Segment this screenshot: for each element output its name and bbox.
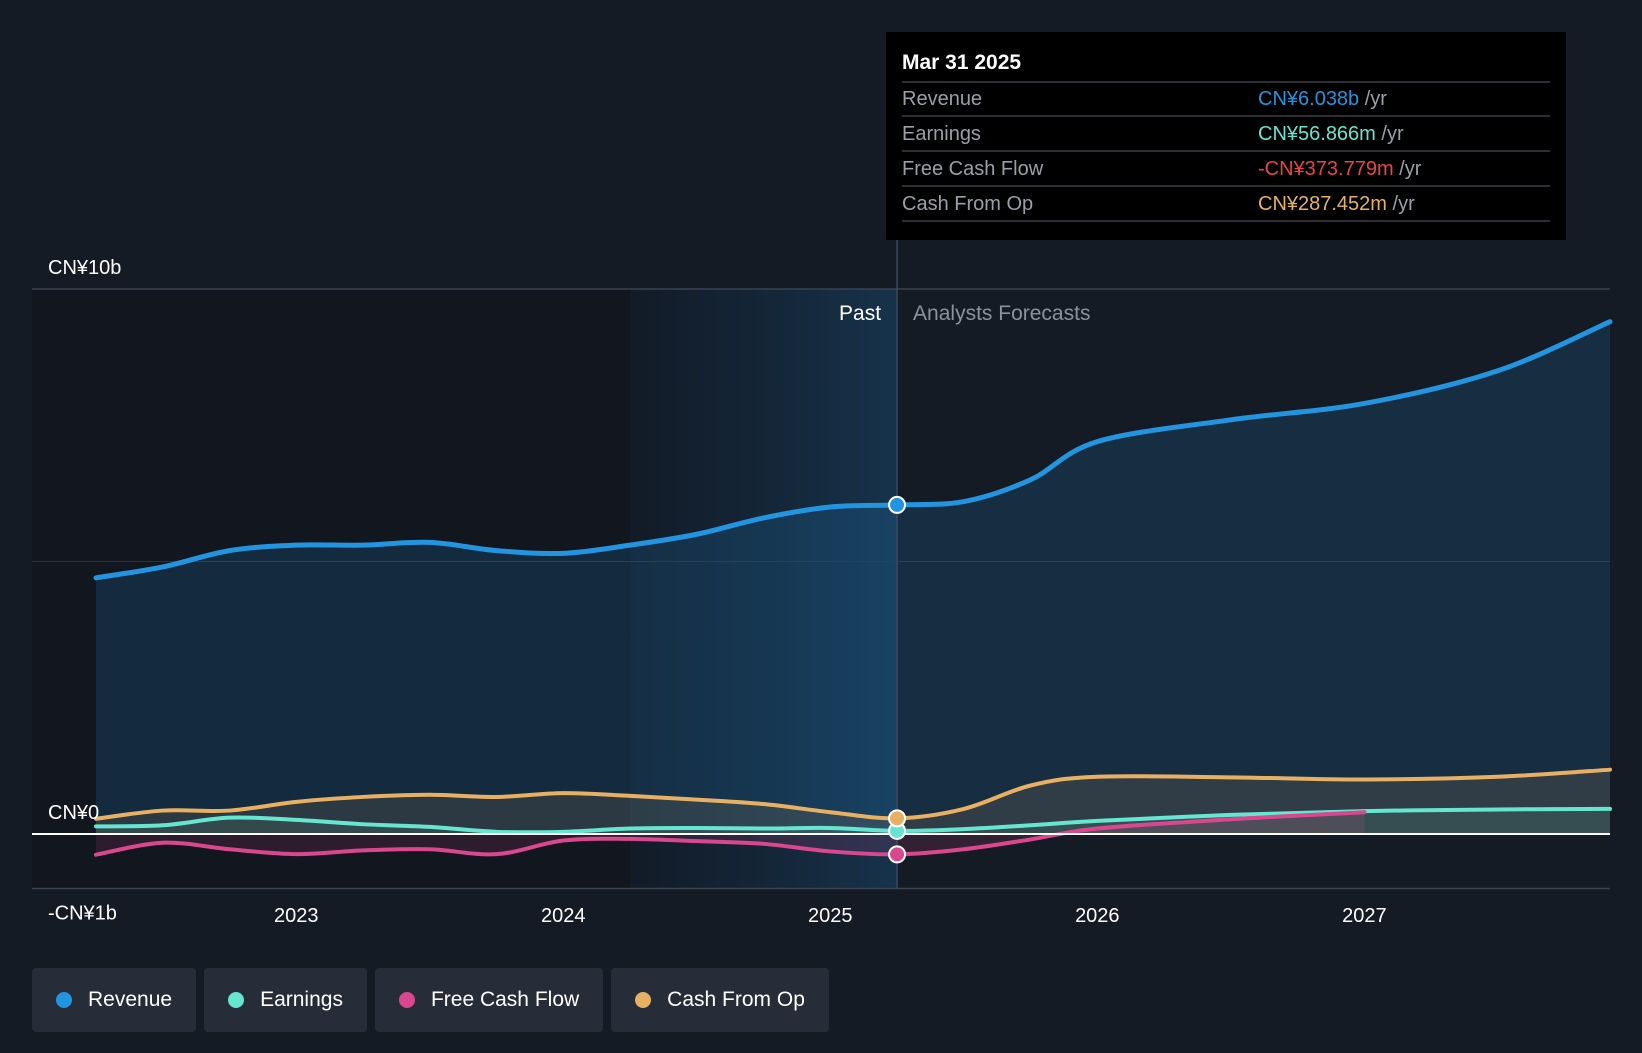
fcf-line: [94, 810, 1367, 857]
past-label: Past: [839, 302, 881, 325]
tooltip-value-unit: /yr: [1394, 158, 1422, 180]
legend-item-cash-from-op[interactable]: Cash From Op: [611, 968, 829, 1032]
fcf-area: [96, 812, 1365, 855]
earnings-dot-icon: [228, 992, 245, 1008]
tooltip-value-amount: CN¥6.038b: [1258, 88, 1359, 110]
legend-label: Earnings: [260, 988, 343, 1011]
earnings-line: [94, 806, 1612, 835]
tooltip-row-label: Free Cash Flow: [902, 158, 1044, 180]
tooltip-value-unit: /yr: [1359, 88, 1387, 110]
legend-label: Cash From Op: [667, 988, 805, 1011]
free-cash-flow-dot-icon: [398, 992, 415, 1008]
tooltip-row-value: CN¥287.452m /yr: [1258, 193, 1415, 215]
past-highlight-band: [630, 289, 898, 889]
tooltip-row-label: Revenue: [902, 88, 982, 110]
tooltip-date: Mar 31 2025: [902, 51, 1021, 74]
revenue-area: [96, 321, 1610, 834]
x-tick-label: 2027: [1342, 905, 1387, 927]
y-tick-label: CN¥0: [48, 802, 99, 824]
analysts-forecasts-label: Analysts Forecasts: [913, 302, 1090, 325]
tooltip-value-amount: -CN¥373.779m: [1258, 158, 1394, 180]
tooltip-value-unit: /yr: [1387, 193, 1415, 215]
tooltip-value-amount: CN¥287.452m: [1258, 193, 1387, 215]
y-axis-tick-labels: CN¥10b CN¥0 -CN¥1b: [48, 257, 121, 925]
x-tick-label: 2023: [274, 905, 319, 927]
revenue-line: [93, 319, 1613, 581]
hover-markers: [888, 495, 907, 864]
tooltip-row-value: -CN¥373.779m /yr: [1258, 158, 1422, 180]
tooltip-row-label: Cash From Op: [902, 193, 1033, 215]
fcf-marker: [888, 845, 907, 864]
cfo-line: [94, 767, 1612, 821]
tooltip-value-unit: /yr: [1376, 123, 1404, 145]
tooltip-value-amount: CN¥56.866m: [1258, 123, 1376, 145]
legend-label: Free Cash Flow: [430, 988, 580, 1011]
tooltip: Mar 31 2025 Revenue CN¥6.038b /yr Earnings…: [886, 32, 1566, 240]
x-tick-label: 2026: [1075, 905, 1120, 927]
legend-item-free-cash-flow[interactable]: Free Cash Flow: [374, 968, 604, 1032]
tooltip-row-label: Earnings: [902, 123, 981, 145]
cfo-marker: [888, 809, 907, 828]
series-lines: [32, 319, 1613, 857]
y-tick-label: -CN¥1b: [48, 903, 117, 925]
legend-item-earnings[interactable]: Earnings: [204, 968, 367, 1032]
tooltip-rows: Revenue CN¥6.038b /yr Earnings CN¥56.866m /…: [902, 81, 1550, 222]
y-tick-label: CN¥10b: [48, 257, 121, 279]
revenue-dot-icon: [56, 992, 72, 1008]
tooltip-background: [886, 32, 1566, 240]
cash-from-op-dot-icon: [635, 992, 652, 1008]
x-tick-label: 2025: [808, 905, 853, 927]
x-tick-label: 2024: [541, 905, 586, 927]
gridlines: [32, 288, 1610, 890]
legend-label: Revenue: [88, 988, 173, 1011]
tooltip-row-value: CN¥6.038b /yr: [1258, 88, 1387, 110]
legend-item-revenue[interactable]: Revenue: [32, 968, 197, 1032]
revenue-marker: [888, 495, 907, 514]
tooltip-row-value: CN¥56.866m /yr: [1258, 123, 1404, 145]
x-axis-tick-labels: 2023 2024 2025 2026 2027: [274, 905, 1387, 927]
legend: Revenue Earnings Free Cash Flow Cash Fro…: [32, 968, 829, 1032]
